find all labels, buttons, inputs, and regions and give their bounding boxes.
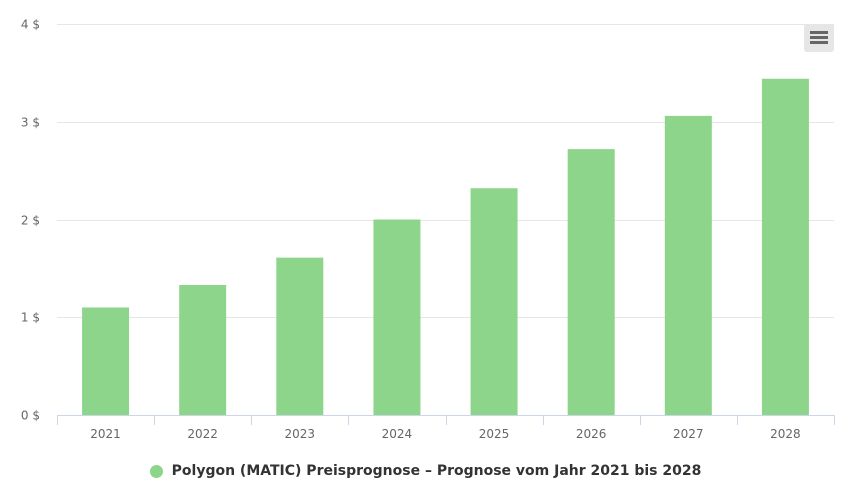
bar	[82, 307, 130, 415]
x-tick-label: 2023	[285, 427, 316, 441]
bars	[82, 78, 809, 416]
y-axis-labels: 0 $ 1 $ 2 $ 3 $ 4 $	[21, 18, 40, 423]
chart-menu-button[interactable]	[804, 24, 834, 52]
bar	[761, 78, 809, 416]
x-tick-label: 2025	[479, 427, 510, 441]
x-tick-label: 2026	[576, 427, 607, 441]
x-tick-label: 2021	[90, 427, 121, 441]
y-tick-label: 1 $	[21, 311, 40, 325]
bar	[567, 149, 615, 415]
bar	[664, 115, 712, 415]
x-axis	[57, 415, 835, 425]
legend: Polygon (MATIC) Preisprognose – Prognose…	[0, 463, 851, 482]
bar	[179, 284, 227, 415]
bar	[276, 257, 324, 415]
x-axis-labels: 2021 2022 2023 2024 2025 2026 2027 2028	[90, 427, 800, 441]
x-tick-label: 2028	[770, 427, 801, 441]
hamburger-menu-icon	[810, 31, 828, 34]
legend-label: Polygon (MATIC) Preisprognose – Prognose…	[171, 463, 702, 479]
x-tick-label: 2027	[673, 427, 704, 441]
y-tick-label: 0 $	[21, 409, 40, 423]
bar	[373, 219, 421, 415]
y-tick-label: 2 $	[21, 214, 40, 228]
y-tick-label: 4 $	[21, 18, 40, 32]
legend-item[interactable]: Polygon (MATIC) Preisprognose – Prognose…	[149, 463, 702, 479]
x-tick-label: 2022	[187, 427, 218, 441]
legend-marker	[149, 464, 163, 478]
y-tick-label: 3 $	[21, 116, 40, 130]
x-tick-label: 2024	[382, 427, 413, 441]
bar	[470, 188, 518, 415]
gridlines	[57, 24, 834, 318]
